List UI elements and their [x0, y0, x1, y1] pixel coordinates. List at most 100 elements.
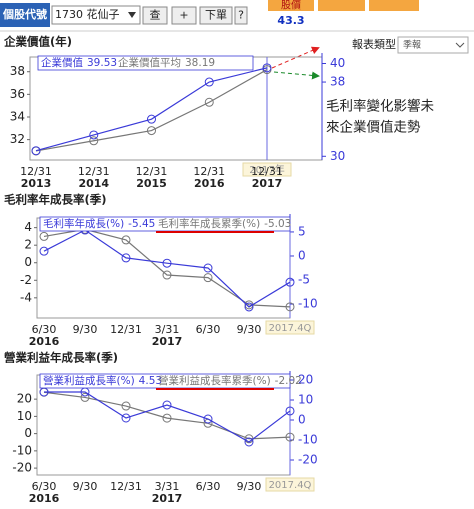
point [39, 246, 49, 256]
point [162, 400, 172, 410]
point [244, 302, 254, 312]
legend-name: 營業利益成長率(%) [43, 374, 135, 387]
report-select[interactable] [397, 36, 469, 54]
point [203, 414, 213, 424]
point [162, 413, 172, 423]
x-tick-year: 2014 [78, 177, 109, 190]
x-tick-year: 2017 [252, 177, 283, 190]
chart-title: 毛利率年成長率(季) [4, 193, 107, 207]
legend-value: 4.53 [139, 375, 162, 387]
highlight-label: 2017.4Q [269, 480, 312, 491]
x-tick-label: 6/30 [32, 323, 57, 336]
arrow [271, 46, 320, 69]
x-tick-label: 12/31 [136, 165, 168, 178]
series-line [43, 228, 291, 308]
highlight-label: 2017.4Q [269, 323, 312, 334]
point [285, 302, 295, 312]
y-tick-label: -20 [12, 461, 32, 475]
point [162, 258, 172, 268]
y2-tick-label: 38 [330, 75, 345, 89]
y-tick-label: 20 [17, 392, 32, 406]
x-tick-label: 6/30 [32, 480, 57, 493]
x-tick-label: 12/31 [110, 480, 142, 493]
x-tick-label: 6/30 [196, 480, 221, 493]
y-tick-label: -10 [12, 443, 32, 457]
point [89, 136, 99, 146]
highlight-label: 2017年 [249, 163, 284, 176]
y-tick-label: 36 [10, 87, 25, 101]
point [121, 235, 131, 245]
legend-name: 企業價值平均 [118, 56, 181, 69]
legend-entry: 毛利率年成長累季(%) -5.03 [158, 217, 291, 230]
x-tick-label: 12/31 [193, 165, 225, 178]
y2-tick-label: 10 [298, 393, 313, 407]
x-tick-label: 3/31 [155, 323, 180, 336]
y-tick-label: 32 [10, 132, 25, 146]
y-tick-label: 0 [24, 255, 32, 269]
y-tick-label: 2 [24, 238, 32, 252]
x-tick-year: 2015 [136, 177, 167, 190]
y-tick-label: 4 [24, 220, 32, 234]
button[interactable] [171, 6, 197, 25]
point [39, 231, 49, 241]
stock-input[interactable] [51, 5, 141, 25]
point [285, 406, 295, 416]
x-tick-year: 2016 [29, 492, 60, 505]
legend-entry: 營業利益成長率累季(%) -2.02 [158, 374, 302, 387]
y-tick-label: 10 [17, 409, 32, 423]
x-tick-label: 9/30 [237, 480, 262, 493]
x-tick-label: 9/30 [73, 323, 98, 336]
legend-value: 39.53 [87, 57, 117, 69]
legend-box [37, 55, 254, 71]
x-tick-year: 2017 [152, 492, 183, 505]
button-text: ? [238, 9, 244, 22]
chart-title: 企業價值(年) [3, 35, 72, 49]
quote-value: 43.3 [277, 14, 304, 27]
y-tick-label: -4 [20, 290, 32, 304]
series-line [43, 229, 291, 308]
arrow [273, 71, 320, 80]
point [204, 77, 214, 87]
point [80, 392, 90, 402]
x-tick-label: 9/30 [73, 480, 98, 493]
report-label: 報表類型 [352, 37, 396, 51]
point [121, 413, 131, 423]
y-tick-label: 38 [10, 64, 25, 78]
legend-value: 38.19 [185, 57, 215, 69]
point [285, 432, 295, 442]
button-text: 查 [150, 8, 161, 22]
point [147, 126, 156, 136]
point [147, 114, 156, 124]
y2-tick-label: -20 [298, 453, 318, 467]
legend-entry: 企業價值 39.53 [41, 56, 117, 69]
label-box [0, 3, 50, 27]
y2-tick-label: 0 [298, 413, 306, 427]
button[interactable] [142, 6, 168, 25]
point [89, 130, 99, 140]
x-tick-year: 2016 [29, 335, 60, 348]
y2-tick-label: -10 [298, 433, 318, 447]
y-tick-label: 34 [10, 109, 25, 123]
button-text: + [179, 9, 188, 22]
button[interactable] [199, 6, 233, 25]
y-tick-label: -2 [20, 273, 32, 287]
chart-title: 營業利益年成長率(季) [4, 351, 118, 365]
y-tick-label: 0 [24, 426, 32, 440]
point [31, 146, 41, 156]
x-tick-label: 3/31 [155, 480, 180, 493]
point [121, 253, 131, 263]
legend-value: -2.02 [275, 375, 302, 387]
x-tick-year: 2016 [194, 177, 225, 190]
legend-value: -5.03 [264, 218, 291, 230]
legend-name: 企業價值 [41, 56, 83, 69]
legend-entry: 毛利率年成長(%) -5.45 [43, 217, 155, 230]
quote-header-cell [318, 0, 365, 11]
point [262, 63, 272, 73]
dropdown-arrow [128, 12, 136, 18]
y2-tick-label: 20 [298, 373, 313, 387]
quote-header-cell [268, 0, 314, 11]
y2-tick-label: 0 [298, 248, 306, 262]
x-tick-label: 9/30 [237, 323, 262, 336]
highlight-box [265, 320, 315, 335]
button[interactable] [234, 6, 248, 25]
